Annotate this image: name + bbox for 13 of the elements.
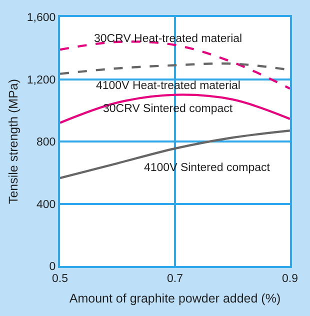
x-tick-label: 0.5 [52, 272, 68, 285]
y-tick-label: 800 [36, 136, 56, 149]
x-axis-title: Amount of graphite powder added (%) [69, 292, 281, 306]
x-tick-label: 0.7 [167, 272, 183, 285]
y-axis-title: Tensile strength (MPa) [6, 78, 21, 204]
x-tick-label: 0.9 [282, 272, 298, 285]
line-series [60, 40, 290, 90]
line-series [60, 130, 290, 180]
y-tick-label: 0 [49, 261, 56, 274]
y-tick-label: 1,600 [26, 12, 56, 24]
y-tick-label: 400 [36, 198, 56, 211]
line-series [60, 94, 290, 124]
y-tick-label: 1,200 [26, 74, 56, 86]
